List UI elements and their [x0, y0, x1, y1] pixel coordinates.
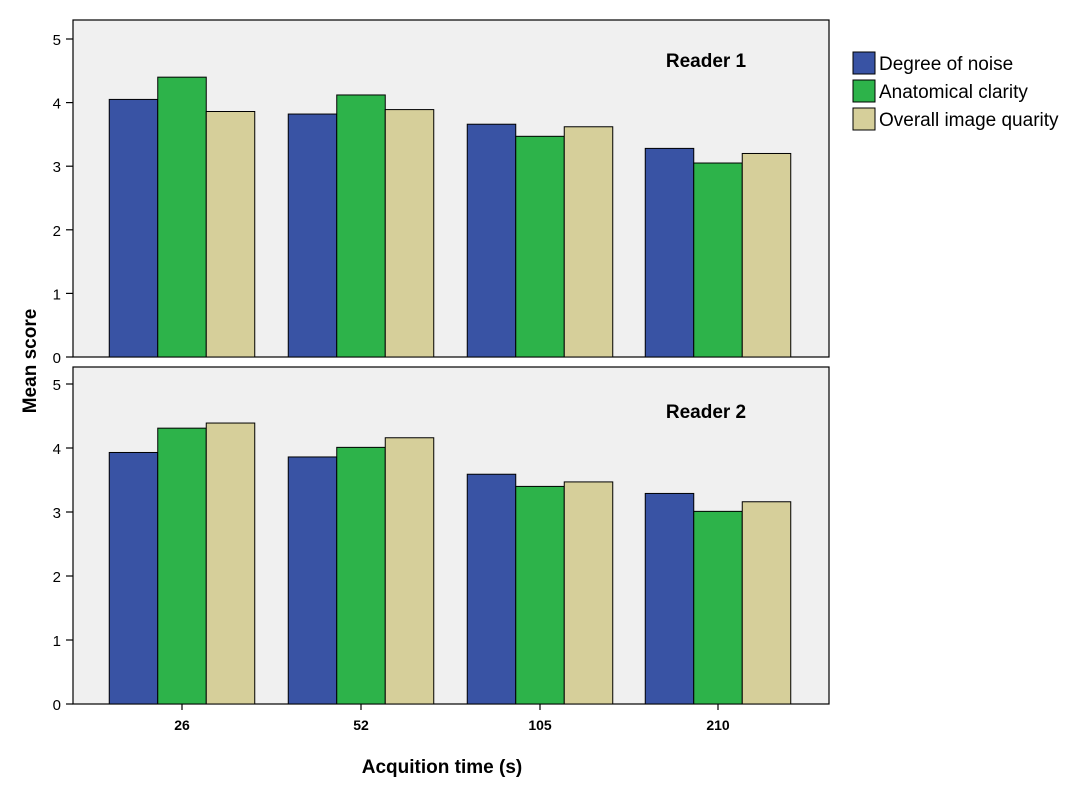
panel-title: Reader 2 [666, 402, 746, 423]
y-tick-label: 0 [53, 697, 61, 714]
x-tick-labels: 26 52 105 210 [174, 704, 730, 733]
bar-degree-of-noise-210 [644, 147, 695, 358]
x-tick-label: 52 [353, 717, 369, 733]
bar-degree-of-noise-52 [287, 456, 338, 705]
bar-overall-image-quarity-26 [205, 422, 256, 705]
bar-anatomical-clarity-210 [693, 162, 743, 358]
y-tick-label: 3 [53, 505, 61, 522]
bar-overall-image-quarity-52 [384, 109, 435, 358]
legend-label: Degree of noise [879, 54, 1013, 75]
bar-degree-of-noise-210 [644, 492, 695, 705]
bar-anatomical-clarity-26 [157, 76, 207, 358]
y-tick-label: 4 [53, 96, 61, 113]
bar-degree-of-noise-52 [287, 113, 338, 358]
bar-anatomical-clarity-26 [157, 427, 207, 705]
bar-overall-image-quarity-210 [741, 152, 792, 358]
x-axis-label: Acquition time (s) [362, 757, 522, 778]
y-tick-label: 5 [53, 377, 61, 394]
y-tick-label: 1 [53, 633, 61, 650]
bar-overall-image-quarity-210 [741, 501, 792, 705]
x-tick-label: 105 [528, 717, 552, 733]
y-axis-label: Mean score [20, 309, 41, 414]
y-tick-label: 5 [53, 32, 61, 49]
legend-swatch [852, 51, 876, 75]
panel-title: Reader 1 [666, 51, 747, 72]
bar-anatomical-clarity-52 [336, 446, 386, 705]
legend-swatch [852, 79, 876, 103]
bar-anatomical-clarity-210 [693, 510, 743, 705]
bar-anatomical-clarity-105 [515, 485, 565, 705]
y-tick-label: 4 [53, 441, 61, 458]
y-tick-label: 1 [53, 286, 61, 303]
bar-overall-image-quarity-52 [384, 437, 435, 705]
bar-overall-image-quarity-105 [563, 481, 614, 705]
bar-degree-of-noise-105 [466, 123, 517, 358]
legend: Degree of noise Anatomical clarity Overall… [852, 51, 1059, 131]
y-tick-label: 2 [53, 569, 61, 586]
x-tick-label: 210 [706, 717, 730, 733]
bar-overall-image-quarity-105 [563, 126, 614, 358]
bar-degree-of-noise-26 [108, 98, 159, 358]
bar-anatomical-clarity-105 [515, 135, 565, 358]
x-tick-label: 26 [174, 717, 190, 733]
bar-degree-of-noise-26 [108, 451, 159, 705]
panel-2: 0 1 2 3 4 5 Reader 2 [53, 366, 830, 714]
panel-1: 0 1 2 3 4 5 Reader 1 [53, 19, 830, 367]
legend-label: Anatomical clarity [879, 82, 1028, 103]
y-tick-label: 2 [53, 223, 61, 240]
chart-panels: 0 1 2 3 4 5 Reader 1 0 1 2 3 4 5 Reader 2 [53, 19, 830, 714]
bar-overall-image-quarity-26 [205, 111, 256, 358]
y-tick-label: 0 [53, 350, 61, 367]
legend-swatch [852, 107, 876, 131]
bar-anatomical-clarity-52 [336, 94, 386, 358]
legend-label: Overall image quarity [879, 110, 1059, 131]
y-tick-label: 3 [53, 159, 61, 176]
bar-degree-of-noise-105 [466, 473, 517, 705]
